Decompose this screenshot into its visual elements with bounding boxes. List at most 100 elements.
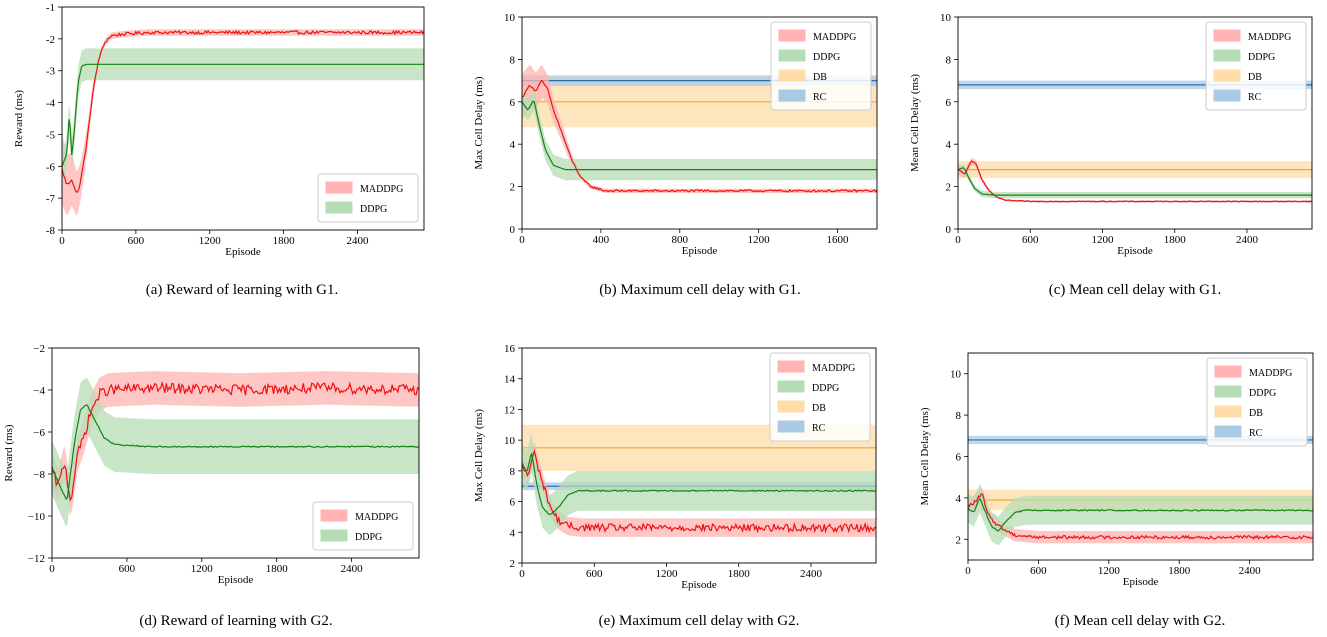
legend-swatch-maddpg [1213, 29, 1241, 42]
line-maddpg [522, 80, 877, 193]
line-ddpg [62, 63, 424, 167]
legend-box [1205, 21, 1307, 111]
plot-frame [521, 16, 878, 230]
caption: (d) Reward of learning with G2. [139, 613, 332, 629]
legend-label-db: DB [1249, 408, 1263, 419]
x-tick-label: 1800 [266, 563, 289, 575]
x-tick-label: 0 [49, 563, 55, 575]
line-maddpg [522, 449, 876, 534]
x-tick-label: 0 [59, 235, 65, 247]
y-tick-label: 16 [504, 343, 516, 355]
line-maddpg [958, 160, 1312, 203]
legend-box [769, 352, 871, 442]
x-tick-label: 600 [119, 563, 136, 575]
line-maddpg [968, 493, 1313, 541]
x-tick-label: 600 [1030, 565, 1047, 577]
x-tick-label: 0 [519, 234, 525, 246]
legend-label-db: DB [812, 403, 826, 414]
y-tick-label: 6 [510, 497, 516, 509]
line-maddpg [52, 380, 419, 502]
y-tick-label: 0 [946, 224, 952, 236]
legend-swatch-ddpg [325, 201, 353, 214]
legend-swatch-rc [778, 89, 806, 102]
x-tick-label: 1600 [827, 234, 850, 246]
y-tick-label: 10 [504, 435, 516, 447]
legend-label-maddpg: MADDPG [812, 363, 855, 374]
legend-label-ddpg: DDPG [355, 532, 382, 543]
y-axis-label: Max Cell Delay (ms) [473, 409, 485, 503]
y-tick-label: 2 [956, 534, 962, 546]
y-tick-label: 8 [510, 54, 516, 66]
legend-swatch-db [1213, 69, 1241, 82]
x-tick-label: 1800 [1164, 234, 1187, 246]
chart-d: 0 600 1200 1800 2400 −12 −10 −8 −6 −4 −2 Episode Rew… [3, 343, 420, 629]
y-tick-label: 6 [956, 452, 962, 464]
y-tick-label: -6 [46, 161, 56, 173]
chart-f: 0 600 1200 1800 2400 2 4 6 8 10 Episode Mean Cell D… [919, 352, 1314, 629]
x-tick-label: 2400 [341, 563, 364, 575]
plot-area [968, 435, 1313, 546]
x-tick-label: 1200 [1091, 234, 1114, 246]
legend-label-rc: RC [813, 92, 827, 103]
legend: MADDPG DDPG [317, 173, 419, 223]
y-axis-label: Mean Cell Delay (ms) [919, 407, 931, 505]
legend-label-ddpg: DDPG [1248, 52, 1275, 63]
legend-swatch-ddpg [1214, 385, 1242, 398]
x-axis-label: Episode [681, 579, 717, 591]
line-maddpg [62, 29, 424, 193]
y-tick-label: −12 [28, 553, 45, 565]
line-ddpg [52, 404, 419, 501]
x-tick-label: 600 [586, 568, 603, 580]
x-tick-label: 2400 [1236, 234, 1259, 246]
band-ddpg [522, 432, 876, 535]
caption: (b) Maximum cell delay with G1. [599, 282, 801, 298]
y-tick-label: 14 [504, 374, 516, 386]
x-tick-label: 1200 [191, 563, 214, 575]
legend-label-ddpg: DDPG [812, 383, 839, 394]
x-tick-label: 1800 [273, 235, 296, 247]
legend-label-rc: RC [1249, 428, 1263, 439]
legend-label-rc: RC [812, 423, 826, 434]
legend-label-ddpg: DDPG [813, 52, 840, 63]
legend-swatch-ddpg [320, 529, 348, 542]
legend-label-maddpg: MADDPG [813, 32, 856, 43]
x-tick-label: 600 [128, 235, 145, 247]
x-tick-label: 400 [593, 234, 610, 246]
legend-swatch-db [777, 400, 805, 413]
band-ddpg [968, 483, 1313, 546]
plot-frame [61, 6, 425, 231]
caption: (c) Mean cell delay with G1. [1049, 282, 1221, 298]
chart-c: 0 600 1200 1800 2400 0 2 4 6 8 10 Episode Mean Cell … [909, 12, 1313, 298]
caption: (e) Maximum cell delay with G2. [599, 613, 800, 629]
y-tick-label: 6 [946, 97, 952, 109]
legend: MADDPG DDPG DB RC [1206, 357, 1308, 447]
y-tick-label: 0 [510, 224, 516, 236]
y-axis-label: Reward (ms) [3, 424, 15, 481]
legend-label-maddpg: MADDPG [360, 184, 403, 195]
legend-swatch-rc [1214, 425, 1242, 438]
legend: MADDPG DDPG DB RC [770, 21, 872, 111]
legend-swatch-ddpg [1213, 49, 1241, 62]
y-tick-label: -7 [46, 193, 56, 205]
legend: MADDPG DDPG [312, 501, 414, 551]
y-tick-label: -3 [46, 66, 56, 78]
legend-label-maddpg: MADDPG [355, 512, 398, 523]
y-tick-label: 10 [940, 12, 952, 24]
legend-label-ddpg: DDPG [360, 204, 387, 215]
x-tick-label: 1800 [1168, 565, 1191, 577]
y-tick-label: −2 [33, 343, 45, 355]
x-axis-label: Episode [1123, 576, 1159, 588]
x-tick-label: 1200 [748, 234, 771, 246]
legend-label-db: DB [1248, 72, 1262, 83]
x-axis-label: Episode [682, 245, 718, 257]
caption: (f) Mean cell delay with G2. [1055, 613, 1226, 629]
x-tick-label: 2400 [1239, 565, 1262, 577]
legend-swatch-rc [777, 420, 805, 433]
plot-frame [521, 347, 877, 564]
x-axis-label: Episode [218, 574, 254, 586]
x-tick-label: 1800 [728, 568, 751, 580]
line-ddpg [522, 100, 877, 171]
legend-swatch-ddpg [778, 49, 806, 62]
legend-label-maddpg: MADDPG [1248, 32, 1291, 43]
